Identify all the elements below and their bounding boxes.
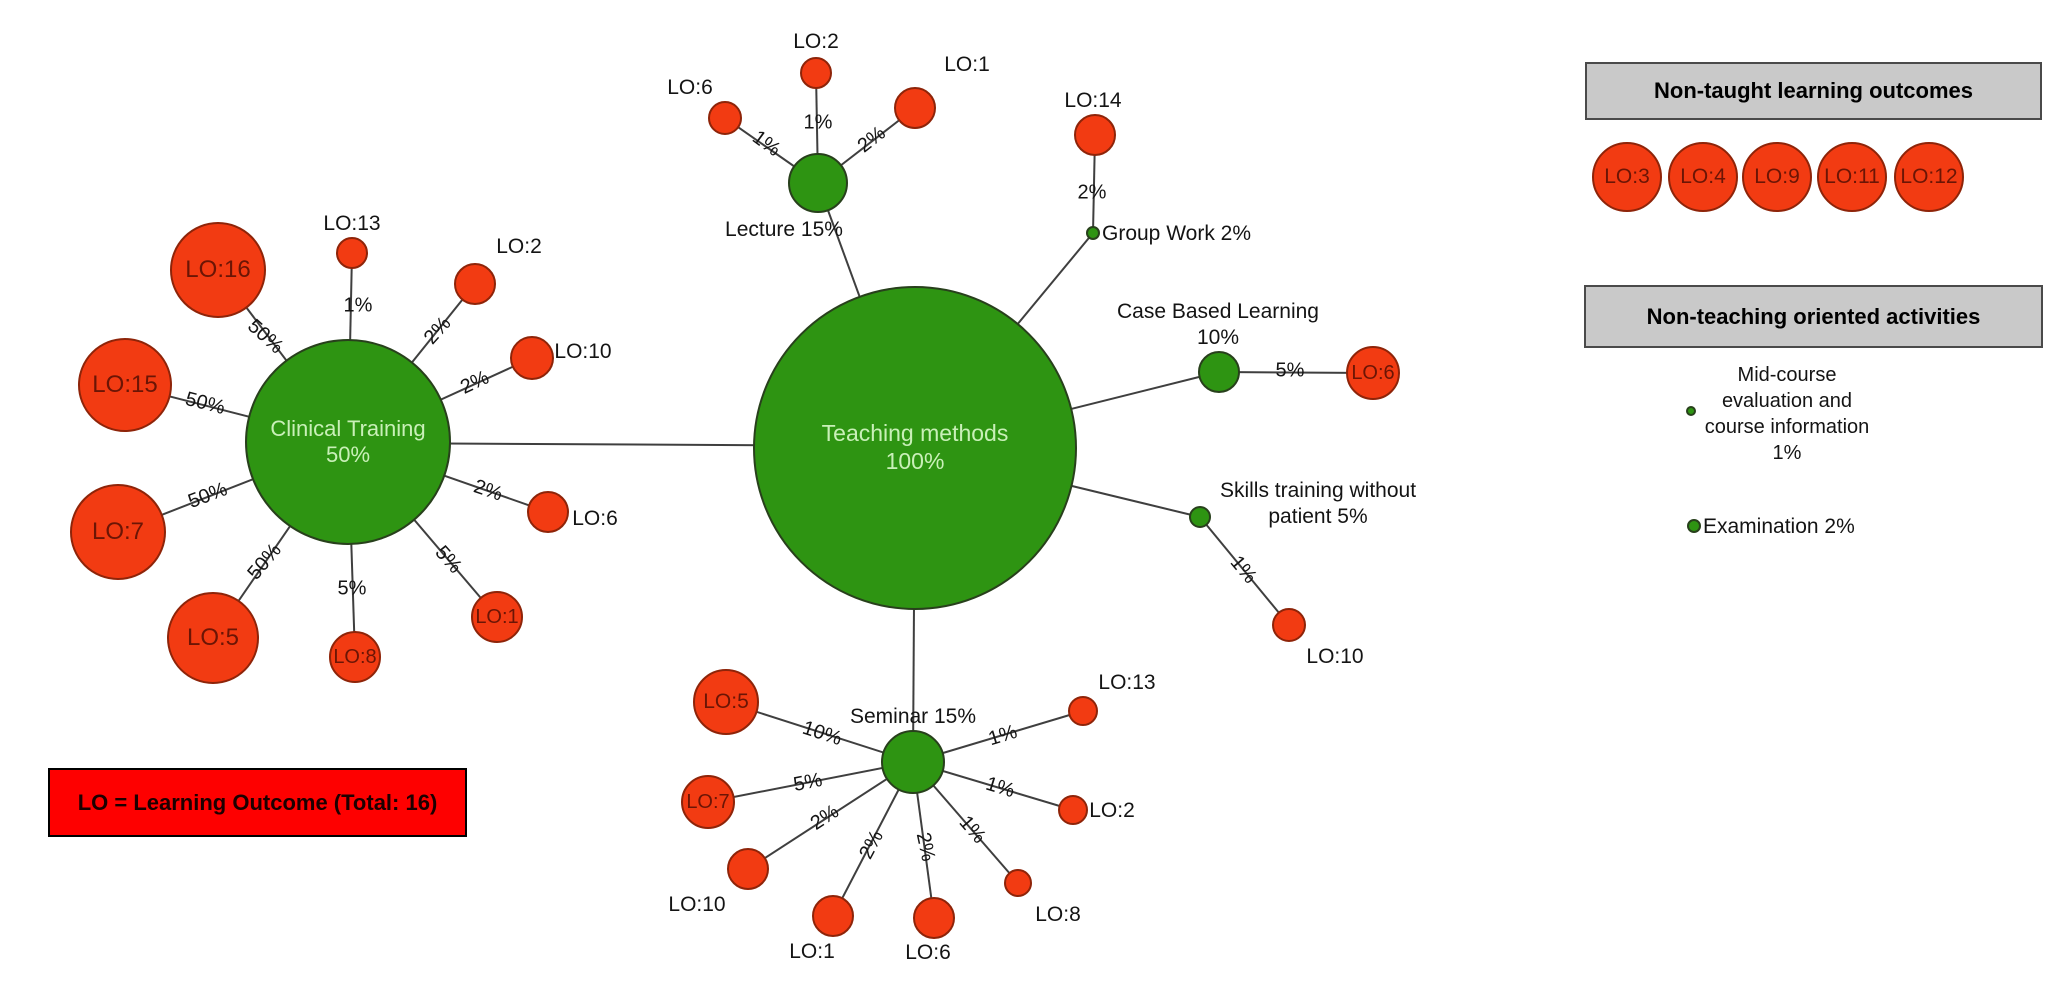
label-skills-lo10: LO:10: [1306, 644, 1364, 668]
node-examination-dot: [1687, 519, 1701, 533]
label-clinical-lo2: LO:2: [496, 234, 542, 258]
label-group-work: Group Work 2%: [1102, 221, 1251, 245]
pct-groupwork-lo14: 2%: [1077, 181, 1107, 204]
label-seminar-lo8: LO:8: [1035, 902, 1081, 926]
node-seminar-lo7: LO:7: [681, 775, 735, 829]
label-seminar-lo1: LO:1: [789, 939, 835, 963]
label-lecture-lo6: LO:6: [667, 75, 713, 99]
panel-non-teaching-header: Non-teaching oriented activities: [1584, 285, 2043, 348]
node-lecture-lo2: [800, 57, 832, 89]
label-groupwork-lo14: LO:14: [1064, 88, 1122, 112]
node-clinical-lo8: LO:8: [329, 631, 381, 683]
node-lecture-lo1: [894, 87, 936, 129]
label-seminar-lo10: LO:10: [668, 892, 726, 916]
node-nontaught-lo3: LO:3: [1592, 142, 1662, 212]
pct-casebased-lo6: 5%: [1275, 359, 1305, 382]
node-clinical-lo5: LO:5: [167, 592, 259, 684]
label-lecture-lo2: LO:2: [793, 29, 839, 53]
node-skills-lo10: [1272, 608, 1306, 642]
label-mid-course: Mid-course evaluation and course informa…: [1704, 364, 1870, 464]
node-seminar: [881, 730, 945, 794]
node-clinical-lo15: LO:15: [78, 338, 172, 432]
node-seminar-lo5: LO:5: [693, 669, 759, 735]
pct-lecture-lo2: 1%: [803, 111, 833, 134]
node-seminar-lo2: [1058, 795, 1088, 825]
label-lecture-lo1: LO:1: [944, 52, 990, 76]
pct-clinical-lo8: 5%: [337, 577, 367, 600]
label-lecture: Lecture 15%: [725, 217, 843, 241]
node-group-work: [1086, 226, 1100, 240]
node-clinical-lo6: [527, 491, 569, 533]
label-skills-training: Skills training without patient 5%: [1219, 478, 1417, 528]
label-seminar-lo2: LO:2: [1089, 798, 1135, 822]
node-skills-training: [1189, 506, 1211, 528]
node-seminar-lo8: [1004, 869, 1032, 897]
node-clinical-lo2: [454, 263, 496, 305]
legend-box: LO = Learning Outcome (Total: 16): [48, 768, 467, 837]
node-lecture-lo6: [708, 101, 742, 135]
node-seminar-lo1: [812, 895, 854, 937]
label-examination: Examination 2%: [1703, 514, 1855, 538]
node-clinical-lo16: LO:16: [170, 222, 266, 318]
label-seminar-lo6: LO:6: [905, 940, 951, 964]
node-nontaught-lo12: LO:12: [1894, 142, 1964, 212]
node-clinical-lo1: LO:1: [471, 591, 523, 643]
node-clinical-lo10: [510, 336, 554, 380]
node-seminar-lo13: [1068, 696, 1098, 726]
node-lecture: [788, 153, 848, 213]
node-mid-course-dot: [1686, 406, 1696, 416]
pct-clinical-lo13: 1%: [343, 294, 373, 317]
node-nontaught-lo4: LO:4: [1668, 142, 1738, 212]
node-groupwork-lo14: [1074, 114, 1116, 156]
label-seminar-lo13: LO:13: [1098, 670, 1156, 694]
label-case-based-learning: Case Based Learning 10%: [1117, 299, 1319, 349]
node-casebased-lo6: LO:6: [1346, 346, 1400, 400]
label-clinical-lo6: LO:6: [572, 506, 618, 530]
node-nontaught-lo9: LO:9: [1742, 142, 1812, 212]
label-seminar: Seminar 15%: [849, 704, 977, 728]
node-teaching-methods: Teaching methods 100%: [753, 286, 1077, 610]
node-seminar-lo10: [727, 848, 769, 890]
node-clinical-lo13: [336, 237, 368, 269]
panel-non-taught-header: Non-taught learning outcomes: [1585, 62, 2042, 120]
node-case-based-learning: [1198, 351, 1240, 393]
node-clinical-training: Clinical Training 50%: [245, 339, 451, 545]
node-seminar-lo6: [913, 897, 955, 939]
label-clinical-lo10: LO:10: [554, 339, 612, 363]
node-clinical-lo7: LO:7: [70, 484, 166, 580]
label-clinical-lo13: LO:13: [323, 211, 381, 235]
node-nontaught-lo11: LO:11: [1817, 142, 1887, 212]
